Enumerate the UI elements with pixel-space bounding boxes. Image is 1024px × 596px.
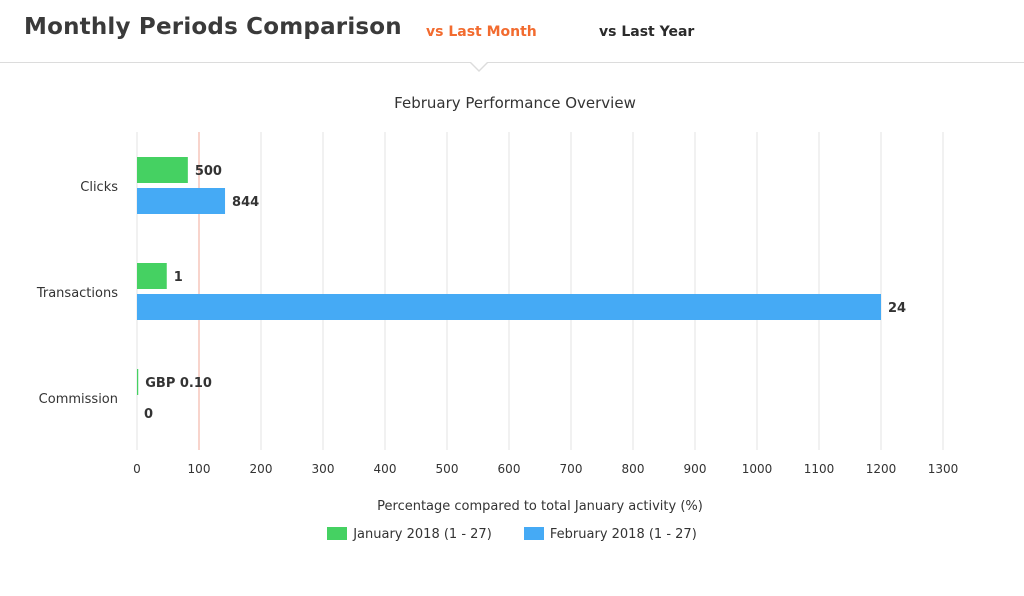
data-label: 0	[144, 407, 153, 422]
bar-transactions-february	[137, 294, 881, 320]
x-tick-label: 300	[312, 462, 335, 476]
data-label: 24	[888, 301, 906, 316]
legend-swatch-february	[523, 527, 544, 540]
x-tick-label: 400	[374, 462, 397, 476]
legend-swatch-january	[327, 527, 348, 540]
x-tick-label: 600	[498, 462, 521, 476]
bar-chart: February Performance Overview 0 100 200 300 4…	[36, 94, 959, 514]
chart-header: Monthly Periods Comparison vs Last Month…	[0, 0, 1024, 63]
x-tick-label: 500	[436, 462, 459, 476]
x-axis-label: Percentage compared to total January act…	[377, 499, 703, 514]
category-label-commission: Commission	[39, 392, 118, 407]
x-tick-label: 1100	[804, 462, 835, 476]
data-label: 500	[195, 164, 222, 179]
bar-transactions-january	[137, 263, 167, 289]
chart-title: February Performance Overview	[394, 94, 636, 112]
x-tick-label: 200	[250, 462, 273, 476]
x-tick-label: 1300	[928, 462, 959, 476]
data-label: 844	[232, 195, 259, 210]
x-tick-label: 100	[188, 462, 211, 476]
x-tick-label: 900	[684, 462, 707, 476]
x-tick-label: 800	[622, 462, 645, 476]
bar-commission-january	[137, 369, 139, 395]
legend-label-january: January 2018 (1 - 27)	[353, 527, 492, 542]
x-tick-label: 0	[133, 462, 141, 476]
tab-vs-last-month[interactable]: vs Last Month	[426, 24, 537, 40]
category-label-transactions: Transactions	[36, 286, 118, 301]
bar-clicks-january	[137, 157, 188, 183]
legend-label-february: February 2018 (1 - 27)	[549, 527, 697, 542]
x-tick-label: 700	[560, 462, 583, 476]
tab-vs-last-year[interactable]: vs Last Year	[599, 24, 695, 40]
legend-item-january[interactable]: January 2018 (1 - 27)	[327, 527, 492, 542]
legend-item-february[interactable]: February 2018 (1 - 27)	[523, 527, 697, 542]
page-title: Monthly Periods Comparison	[24, 14, 402, 40]
data-label: 1	[174, 270, 183, 285]
data-label: GBP 0.10	[145, 376, 212, 391]
category-label-clicks: Clicks	[80, 180, 118, 195]
bar-clicks-february	[137, 188, 226, 214]
chart-legend: January 2018 (1 - 27) February 2018 (1 -…	[0, 527, 1024, 542]
x-tick-label: 1000	[742, 462, 773, 476]
x-tick-label: 1200	[866, 462, 897, 476]
